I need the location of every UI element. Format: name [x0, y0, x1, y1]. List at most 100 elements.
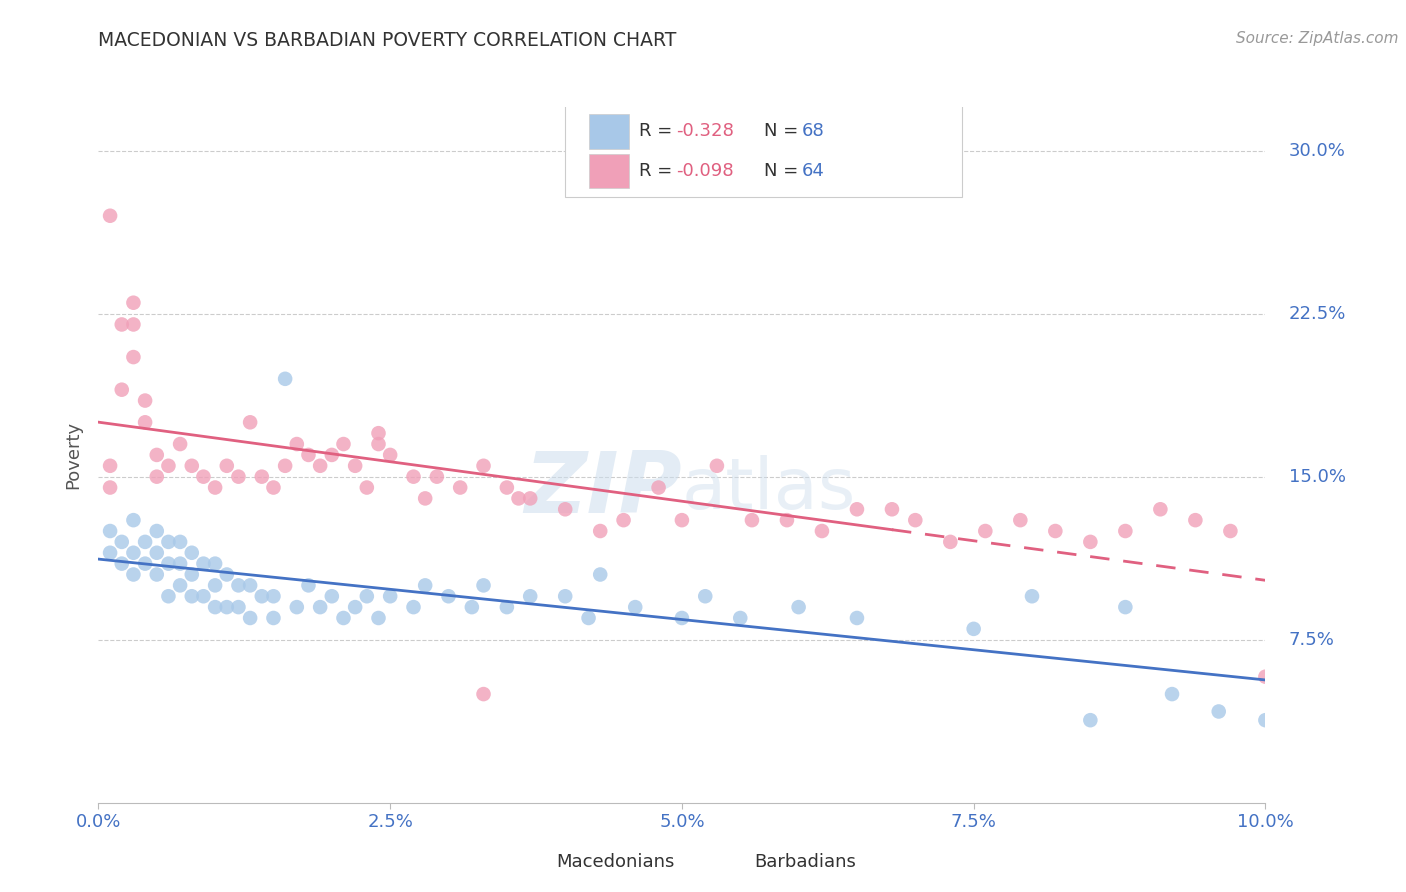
Point [344, 600, 367, 615]
Point [157, 458, 180, 473]
Point [98, 546, 121, 560]
Point [297, 578, 319, 592]
Point [98, 524, 121, 538]
Text: 7.5%: 7.5% [1289, 631, 1334, 648]
Point [589, 567, 612, 582]
Point [122, 318, 145, 332]
Point [169, 437, 191, 451]
Point [250, 469, 273, 483]
Text: Macedonians: Macedonians [555, 853, 675, 871]
Text: N =: N = [763, 122, 804, 140]
Text: 30.0%: 30.0% [1289, 142, 1346, 160]
Point [146, 546, 169, 560]
Point [204, 557, 226, 571]
Point [402, 600, 425, 615]
Text: R =: R = [638, 162, 678, 180]
Point [134, 393, 156, 408]
Point [706, 458, 728, 473]
Point [449, 481, 471, 495]
Point [472, 687, 495, 701]
Point [332, 611, 354, 625]
Point [134, 557, 156, 571]
Point [215, 458, 238, 473]
Text: Source: ZipAtlas.com: Source: ZipAtlas.com [1236, 31, 1399, 46]
FancyBboxPatch shape [565, 93, 962, 197]
Point [309, 458, 332, 473]
Point [1021, 589, 1043, 603]
Point [472, 578, 495, 592]
Point [180, 458, 202, 473]
Point [356, 589, 378, 603]
Point [378, 589, 402, 603]
Point [845, 611, 868, 625]
Point [344, 458, 367, 473]
Point [554, 589, 576, 603]
Point [741, 513, 763, 527]
Point [180, 567, 202, 582]
Point [624, 600, 647, 615]
Point [146, 448, 169, 462]
Point [1010, 513, 1032, 527]
Point [193, 469, 215, 483]
Point [554, 502, 576, 516]
Point [228, 578, 250, 592]
Point [962, 622, 984, 636]
Point [939, 535, 962, 549]
Text: -0.328: -0.328 [676, 122, 734, 140]
FancyBboxPatch shape [506, 846, 548, 877]
Point [228, 469, 250, 483]
Point [193, 557, 215, 571]
Point [285, 600, 308, 615]
Point [367, 611, 389, 625]
Point [519, 589, 541, 603]
Point [98, 209, 121, 223]
Point [215, 600, 238, 615]
Point [180, 589, 202, 603]
Text: -0.098: -0.098 [676, 162, 734, 180]
Point [98, 481, 121, 495]
Point [671, 611, 693, 625]
Point [262, 589, 284, 603]
Point [180, 546, 202, 560]
Point [647, 481, 669, 495]
Point [309, 600, 332, 615]
Point [1080, 713, 1102, 727]
Point [787, 600, 810, 615]
Point [367, 437, 389, 451]
Point [250, 589, 273, 603]
Point [169, 535, 191, 549]
Point [122, 295, 145, 310]
Point [157, 557, 180, 571]
Point [776, 513, 799, 527]
Point [215, 567, 238, 582]
Point [811, 524, 834, 538]
Point [321, 589, 343, 603]
Point [204, 578, 226, 592]
Point [111, 535, 134, 549]
Point [262, 481, 284, 495]
Point [146, 567, 169, 582]
Text: 64: 64 [801, 162, 825, 180]
Point [332, 437, 354, 451]
Point [111, 557, 134, 571]
Point [495, 481, 517, 495]
Point [228, 600, 250, 615]
Point [134, 415, 156, 429]
Text: ZIP: ZIP [524, 448, 682, 532]
Point [98, 458, 121, 473]
FancyBboxPatch shape [589, 153, 630, 188]
Text: Barbadians: Barbadians [754, 853, 856, 871]
Point [274, 372, 297, 386]
Point [262, 611, 284, 625]
Point [437, 589, 460, 603]
Point [157, 535, 180, 549]
Point [204, 600, 226, 615]
Point [1149, 502, 1171, 516]
Point [578, 611, 600, 625]
Point [845, 502, 868, 516]
Point [671, 513, 693, 527]
Point [367, 426, 389, 441]
Point [1114, 524, 1136, 538]
Text: R =: R = [638, 122, 678, 140]
Point [356, 481, 378, 495]
